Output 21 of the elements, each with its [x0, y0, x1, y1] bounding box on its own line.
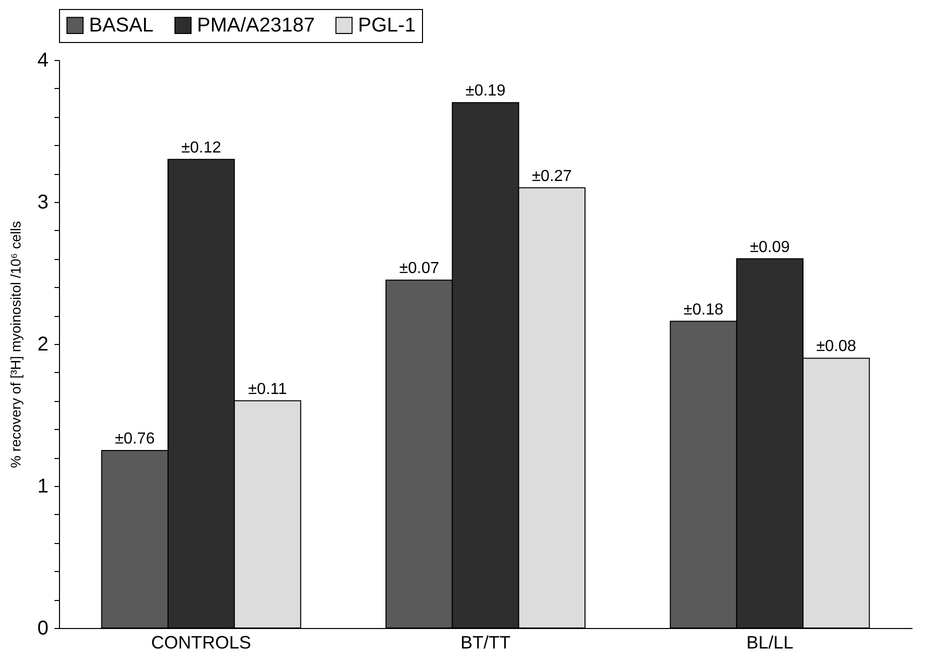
x-tick-label: CONTROLS: [151, 632, 252, 652]
y-tick-label: 4: [37, 50, 48, 72]
x-tick-label: BL/LL: [746, 632, 794, 652]
annotation: ±0.11: [248, 380, 287, 398]
annotation: ±0.76: [114, 430, 155, 448]
legend-label: PGL-1: [358, 14, 416, 36]
annotation: ±0.27: [532, 168, 572, 185]
y-tick-label: 3: [37, 192, 48, 214]
annotation: ±0.08: [816, 338, 856, 356]
y-tick-label: 0: [37, 618, 48, 640]
y-tick-label: 2: [37, 334, 48, 356]
y-tick-label: 1: [37, 476, 48, 498]
annotation: ±0.09: [750, 238, 790, 256]
annotation: ±0.18: [684, 301, 724, 318]
x-tick-label: BT/TT: [460, 632, 510, 652]
legend-label: PMA/A23187: [197, 14, 315, 36]
legend-label: BASAL: [89, 14, 154, 36]
y-axis-title: % recovery of [³H] myoinositol /10⁶ cells: [7, 221, 24, 468]
annotation: ±0.07: [399, 260, 440, 278]
annotation: ±0.12: [181, 139, 222, 156]
annotation: ±0.19: [466, 82, 506, 100]
